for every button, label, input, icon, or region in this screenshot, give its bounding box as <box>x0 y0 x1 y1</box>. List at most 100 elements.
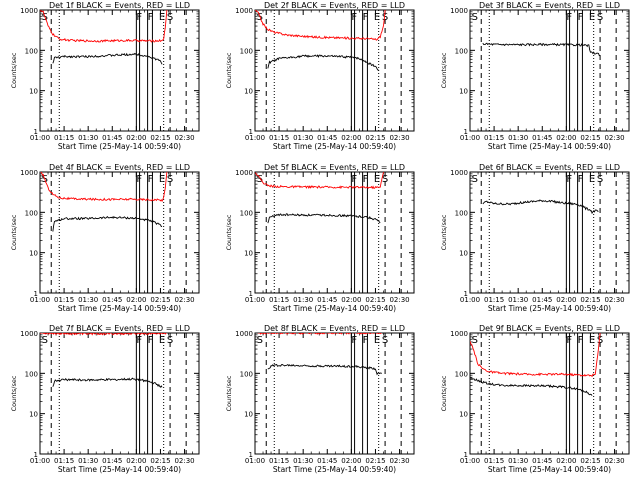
panel-title: Det 3f BLACK = Events, RED = LLD <box>479 1 620 10</box>
y-tick-label: 100 <box>25 209 38 217</box>
panel-det-6: Det 6f BLACK = Events, RED = LLD 1 10 100 10… <box>440 163 630 313</box>
x-tick-label: 01:45 <box>532 134 552 142</box>
panel-title: Det 5f BLACK = Events, RED = LLD <box>264 163 405 172</box>
x-tick-label: 02:00 <box>341 296 361 304</box>
x-tick-label: 02:15 <box>580 457 600 465</box>
y-tick-label: 10 <box>29 88 38 96</box>
panel-title: Det 8f BLACK = Events, RED = LLD <box>264 324 405 333</box>
y-tick-label: 10 <box>29 250 38 258</box>
marker-letter: S <box>382 174 388 185</box>
lld-series-line <box>40 333 167 336</box>
events-series-line <box>470 377 593 396</box>
x-axis-label: Start Time (25-May-14 00:59:40) <box>488 304 611 313</box>
y-tick-label: 1000 <box>20 330 38 338</box>
x-tick-label: 01:00 <box>460 296 480 304</box>
x-axis-label: Start Time (25-May-14 00:59:40) <box>488 465 611 474</box>
y-tick-label: 1 <box>34 128 38 136</box>
x-tick-label: 01:15 <box>484 457 504 465</box>
x-tick-label: 01:15 <box>54 457 74 465</box>
x-tick-label: 01:45 <box>317 457 337 465</box>
marker-letter: S <box>472 12 478 23</box>
y-tick-label: 1000 <box>20 169 38 177</box>
x-tick-label: 01:30 <box>78 457 98 465</box>
x-tick-label: 02:30 <box>174 457 194 465</box>
x-tick-label: 01:30 <box>508 296 528 304</box>
x-tick-label: 01:15 <box>269 134 289 142</box>
events-series-line <box>482 42 601 57</box>
y-tick-label: 1000 <box>235 330 253 338</box>
panel-title: Det 6f BLACK = Events, RED = LLD <box>479 163 620 172</box>
x-tick-label: 02:15 <box>580 134 600 142</box>
y-tick-label: 100 <box>240 209 253 217</box>
x-tick-label: 02:30 <box>174 296 194 304</box>
x-tick-label: 01:15 <box>484 134 504 142</box>
marker-letter: S <box>382 12 388 23</box>
y-tick-label: 1 <box>249 290 253 298</box>
x-tick-label: 02:00 <box>126 134 146 142</box>
marker-letter: E <box>589 12 595 23</box>
marker-letter: F <box>351 174 357 185</box>
y-tick-label: 1 <box>249 451 253 459</box>
x-tick-label: 01:00 <box>245 296 265 304</box>
marker-letter: F <box>578 335 584 346</box>
marker-letter: E <box>374 12 380 23</box>
marker-letter: E <box>374 335 380 346</box>
marker-letter: S <box>167 174 173 185</box>
panel-title: Det 4f BLACK = Events, RED = LLD <box>49 163 190 172</box>
marker-letter: S <box>382 335 388 346</box>
x-tick-label: 02:30 <box>389 134 409 142</box>
y-tick-label: 100 <box>455 370 468 378</box>
marker-letter: E <box>159 335 165 346</box>
y-tick-label: 10 <box>244 411 253 419</box>
marker-letter: S <box>167 12 173 23</box>
x-tick-label: 01:00 <box>245 134 265 142</box>
x-axis-label: Start Time (25-May-14 00:59:40) <box>58 304 181 313</box>
y-tick-label: 1000 <box>450 330 468 338</box>
y-tick-label: 100 <box>455 47 468 55</box>
marker-letter: E <box>159 12 165 23</box>
y-tick-label: 100 <box>240 370 253 378</box>
x-tick-label: 01:15 <box>484 296 504 304</box>
y-tick-label: 1000 <box>450 169 468 177</box>
marker-letter: F <box>578 174 584 185</box>
marker-letter: F <box>363 335 369 346</box>
events-series-line <box>482 199 599 215</box>
x-axis-label: Start Time (25-May-14 00:59:40) <box>58 465 181 474</box>
y-tick-label: 100 <box>25 370 38 378</box>
y-tick-label: 10 <box>244 250 253 258</box>
events-series-line <box>267 213 381 224</box>
y-tick-label: 1 <box>464 128 468 136</box>
y-tick-label: 1000 <box>450 7 468 15</box>
events-series-line <box>267 363 382 376</box>
y-tick-label: 100 <box>240 47 253 55</box>
x-tick-label: 01:45 <box>102 457 122 465</box>
marker-letter: S <box>42 335 48 346</box>
x-tick-label: 02:30 <box>389 457 409 465</box>
x-tick-label: 02:15 <box>150 457 170 465</box>
plot-frame <box>39 332 200 455</box>
panel-det-5: Det 5f BLACK = Events, RED = LLD 1 10 100 10… <box>225 163 415 313</box>
x-tick-label: 02:00 <box>341 457 361 465</box>
marker-letter: S <box>597 12 603 23</box>
y-tick-label: 10 <box>29 411 38 419</box>
x-tick-label: 02:00 <box>126 457 146 465</box>
marker-letter: E <box>159 174 165 185</box>
marker-letter: F <box>566 12 572 23</box>
y-tick-label: 10 <box>459 411 468 419</box>
panel-det-9: Det 9f BLACK = Events, RED = LLD 1 10 100 10… <box>440 324 630 474</box>
x-tick-label: 01:00 <box>460 134 480 142</box>
lld-series-line <box>255 333 382 335</box>
plot-frame <box>39 9 200 132</box>
x-tick-label: 02:30 <box>604 457 624 465</box>
panel-det-1: Det 1f BLACK = Events, RED = LLD 1 10 100 10… <box>10 1 200 151</box>
panel-det-2: Det 2f BLACK = Events, RED = LLD 1 10 100 10… <box>225 1 415 151</box>
y-tick-label: 1000 <box>235 7 253 15</box>
x-tick-label: 01:45 <box>102 134 122 142</box>
x-tick-label: 01:00 <box>30 296 50 304</box>
x-tick-label: 01:00 <box>30 134 50 142</box>
panel-det-4: Det 4f BLACK = Events, RED = LLD 1 10 100 10… <box>10 163 200 313</box>
plot-frame <box>469 9 630 132</box>
y-tick-label: 1 <box>249 128 253 136</box>
x-tick-label: 02:15 <box>365 296 385 304</box>
